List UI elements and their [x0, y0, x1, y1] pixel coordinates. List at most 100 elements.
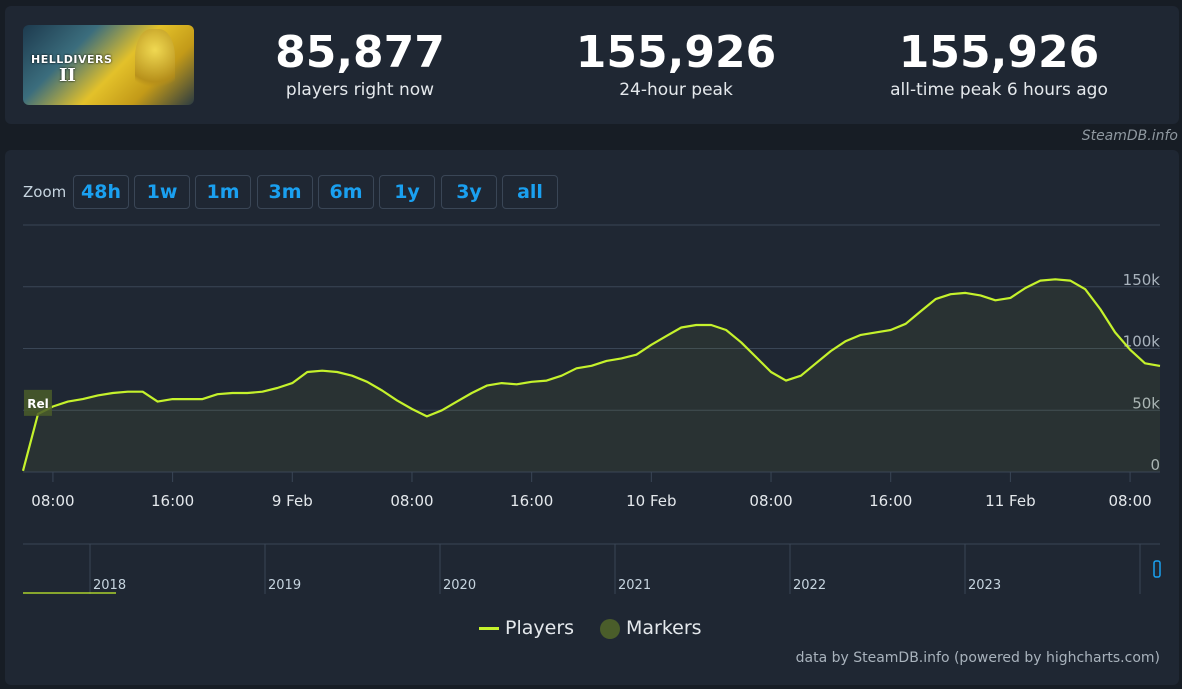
zoom-all-button[interactable]: all	[502, 175, 558, 209]
players-data-point[interactable]	[80, 397, 85, 402]
players-data-point[interactable]	[1053, 277, 1058, 282]
players-data-point[interactable]	[948, 292, 953, 297]
players-data-point[interactable]	[395, 398, 400, 403]
players-data-point[interactable]	[1113, 330, 1118, 335]
players-data-point[interactable]	[1023, 285, 1028, 290]
players-data-point[interactable]	[499, 381, 504, 386]
players-data-point[interactable]	[813, 361, 818, 366]
x-tick-label: 9 Feb	[272, 492, 313, 510]
players-series-line[interactable]	[21, 278, 1161, 472]
players-data-point[interactable]	[1008, 295, 1013, 300]
players-data-point[interactable]	[664, 334, 669, 339]
players-data-point[interactable]	[305, 369, 310, 374]
legend-players-line-icon	[479, 627, 499, 630]
players-data-point[interactable]	[1068, 278, 1073, 283]
players-data-point[interactable]	[858, 332, 863, 337]
players-data-point[interactable]	[140, 389, 145, 394]
navigator-year-label: 2020	[443, 578, 476, 593]
players-data-point[interactable]	[559, 373, 564, 378]
players-data-point[interactable]	[843, 339, 848, 344]
players-data-point[interactable]	[424, 414, 429, 419]
players-data-point[interactable]	[155, 399, 160, 404]
players-data-point[interactable]	[918, 309, 923, 314]
players-data-point[interactable]	[469, 390, 474, 395]
zoom-1m-button[interactable]: 1m	[195, 175, 251, 209]
players-data-point[interactable]	[439, 408, 444, 413]
players-data-point[interactable]	[125, 389, 130, 394]
data-source-footer[interactable]: data by SteamDB.info (powered by highcha…	[795, 650, 1160, 666]
players-data-point[interactable]	[1083, 287, 1088, 292]
players-data-point[interactable]	[185, 397, 190, 402]
players-data-point[interactable]	[649, 342, 654, 347]
legend-markers-label: Markers	[626, 617, 702, 639]
players-data-point[interactable]	[933, 297, 938, 302]
legend-players[interactable]: Players	[479, 617, 574, 639]
players-data-point[interactable]	[260, 389, 265, 394]
players-data-point[interactable]	[275, 386, 280, 391]
players-data-point[interactable]	[619, 356, 624, 361]
players-data-point[interactable]	[1038, 278, 1043, 283]
players-data-point[interactable]	[604, 358, 609, 363]
zoom-3m-button[interactable]: 3m	[257, 175, 313, 209]
players-data-point[interactable]	[724, 327, 729, 332]
players-data-point[interactable]	[1128, 347, 1133, 352]
players-data-point[interactable]	[529, 379, 534, 384]
players-data-point[interactable]	[694, 323, 699, 328]
zoom-1w-button[interactable]: 1w	[134, 175, 190, 209]
players-data-point[interactable]	[574, 366, 579, 371]
players-data-point[interactable]	[1098, 306, 1103, 311]
players-data-point[interactable]	[828, 348, 833, 353]
players-data-point[interactable]	[739, 340, 744, 345]
zoom-1y-button[interactable]: 1y	[379, 175, 435, 209]
players-data-point[interactable]	[993, 298, 998, 303]
players-data-point[interactable]	[514, 382, 519, 387]
zoom-6m-button[interactable]: 6m	[318, 175, 374, 209]
players-data-point[interactable]	[95, 393, 100, 398]
players-data-point[interactable]	[888, 327, 893, 332]
players-data-point[interactable]	[589, 363, 594, 368]
legend-markers[interactable]: Markers	[600, 617, 702, 639]
zoom-3y-button[interactable]: 3y	[441, 175, 497, 209]
players-data-point[interactable]	[454, 399, 459, 404]
players-data-point[interactable]	[335, 369, 340, 374]
game-thumbnail[interactable]: HELLDIVERS II	[23, 25, 194, 105]
players-data-point[interactable]	[21, 468, 26, 473]
players-data-point[interactable]	[873, 330, 878, 335]
players-data-point[interactable]	[1143, 361, 1148, 366]
release-marker-label: Rel	[27, 397, 49, 411]
players-data-point[interactable]	[365, 379, 370, 384]
players-data-point[interactable]	[709, 323, 714, 328]
stat-24h-peak-label: 24-hour peak	[619, 80, 733, 100]
players-data-point[interactable]	[903, 321, 908, 326]
players-data-point[interactable]	[963, 290, 968, 295]
chart-panel	[5, 150, 1179, 685]
players-data-point[interactable]	[290, 381, 295, 386]
players-data-point[interactable]	[230, 390, 235, 395]
players-data-point[interactable]	[320, 368, 325, 373]
players-data-point[interactable]	[380, 388, 385, 393]
players-data-point[interactable]	[245, 390, 250, 395]
steamdb-credit[interactable]: SteamDB.info	[1081, 128, 1178, 144]
release-marker[interactable]	[23, 389, 52, 416]
players-data-point[interactable]	[783, 378, 788, 383]
navigator-handle[interactable]	[1153, 560, 1161, 578]
zoom-48h-button[interactable]: 48h	[73, 175, 129, 209]
players-data-point[interactable]	[110, 390, 115, 395]
players-data-point[interactable]	[215, 392, 220, 397]
players-data-point[interactable]	[350, 373, 355, 378]
players-data-point[interactable]	[769, 369, 774, 374]
players-data-point[interactable]	[170, 397, 175, 402]
players-data-point[interactable]	[634, 352, 639, 357]
players-data-point[interactable]	[200, 397, 205, 402]
players-data-point[interactable]	[798, 373, 803, 378]
players-data-point[interactable]	[978, 293, 983, 298]
players-data-point[interactable]	[65, 399, 70, 404]
players-data-point[interactable]	[679, 325, 684, 330]
players-data-point[interactable]	[409, 407, 414, 412]
players-data-point[interactable]	[1158, 363, 1163, 368]
stat-24h-peak-value: 155,926	[575, 27, 777, 78]
players-data-point[interactable]	[484, 383, 489, 388]
players-data-point[interactable]	[754, 355, 759, 360]
players-data-point[interactable]	[544, 378, 549, 383]
